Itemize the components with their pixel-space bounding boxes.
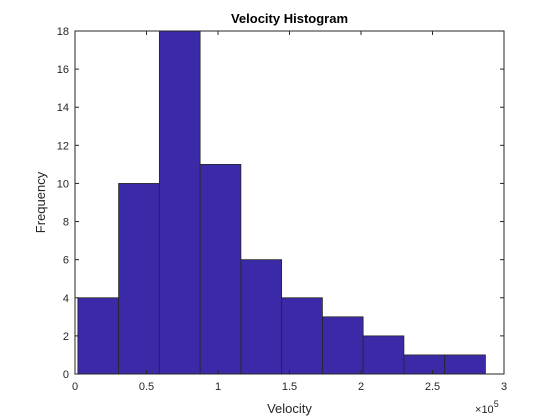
y-tick-label: 12: [57, 140, 69, 152]
y-tick-label: 10: [57, 178, 69, 190]
y-tick-label: 6: [63, 255, 69, 267]
y-tick-label: 14: [57, 102, 69, 114]
y-tick-label: 8: [63, 217, 69, 229]
histogram-bar: [362, 335, 405, 375]
x-exponent-base: 10: [481, 404, 493, 416]
bars-group: [77, 30, 486, 375]
y-tick-label: 2: [63, 331, 69, 343]
x-tick-label: 0: [72, 381, 78, 393]
histogram-bar: [77, 297, 120, 375]
y-tick-label: 16: [57, 64, 69, 76]
histogram-bar: [158, 30, 201, 375]
y-tick-label: 18: [57, 26, 69, 38]
tick-labels-group: 0 0.5 1 1.5 2 2.5 3 0 2 4 6 8 10 12 14 16 18: [57, 26, 507, 393]
chart-title: Velocity Histogram: [231, 11, 348, 26]
histogram-bar: [199, 163, 242, 375]
histogram-bar: [118, 183, 160, 375]
x-tick-label: 0.5: [139, 381, 154, 393]
y-tick-label: 4: [63, 293, 69, 305]
histogram-bar: [444, 354, 486, 375]
x-tick-label: 2.5: [425, 381, 440, 393]
x-tick-label: 3: [501, 381, 507, 393]
histogram-bar: [321, 316, 364, 375]
histogram-bar: [240, 259, 283, 375]
x-axis-label: Velocity: [267, 401, 312, 416]
y-tick-label: 0: [63, 369, 69, 381]
x-exponent-prefix: ×: [475, 404, 481, 416]
plot-frame: [74, 30, 505, 375]
x-tick-label: 2: [358, 381, 364, 393]
histogram-bar: [403, 354, 446, 375]
y-axis-label: Frequency: [33, 171, 48, 233]
x-exponent-label: ×105: [475, 399, 499, 416]
x-tick-label: 1: [215, 381, 221, 393]
x-tick-label: 1.5: [282, 381, 297, 393]
histogram-bar: [281, 297, 323, 375]
x-exponent-power: 5: [494, 399, 499, 409]
